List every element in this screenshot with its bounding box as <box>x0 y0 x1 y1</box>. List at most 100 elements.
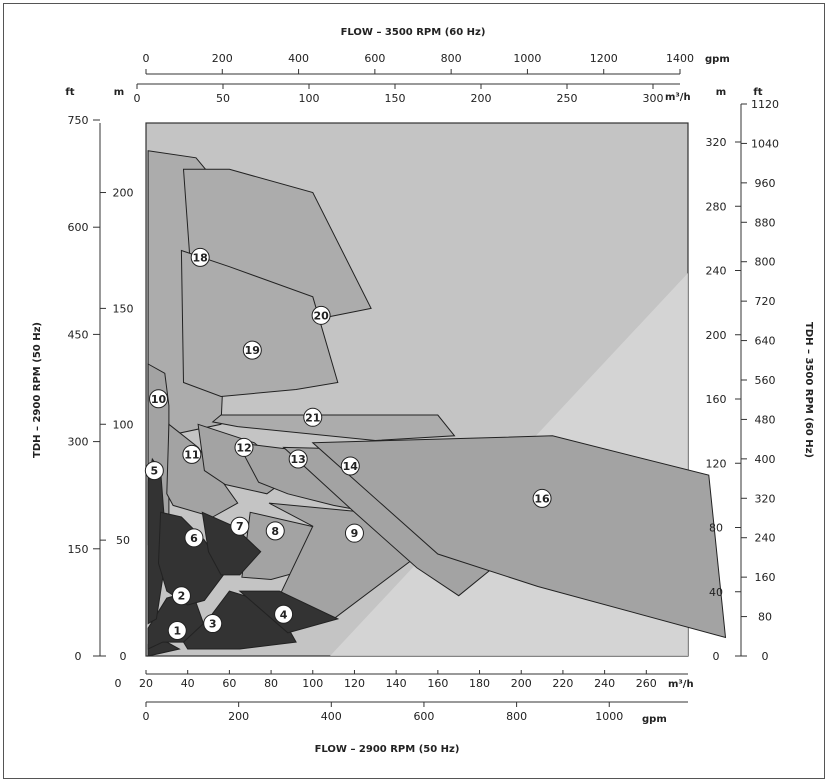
right-m-tick-label: 120 <box>706 457 727 470</box>
region-label-7: 7 <box>236 520 244 533</box>
bottom-m3h-tick-label: 160 <box>427 677 448 690</box>
right-ft-tick-label: 480 <box>755 413 776 426</box>
region-label-12: 12 <box>236 441 251 454</box>
region-marker-4 <box>274 604 294 624</box>
right-ft-tick-label: 960 <box>755 177 776 190</box>
bottom-gpm-tick-label: 1000 <box>595 710 623 723</box>
bottom-gpm-tick-label: 0 <box>143 710 150 723</box>
bottom-m3h-tick-label: 40 <box>181 677 195 690</box>
region-marker-7 <box>230 516 250 536</box>
region-marker-13 <box>288 449 308 469</box>
right-ft-tick-label: 0 <box>762 650 769 663</box>
left-axis-title: TDH – 2900 RPM (50 Hz) <box>32 322 43 458</box>
region-label-16: 16 <box>534 492 550 505</box>
top-m3h-tick-label: 150 <box>385 92 406 105</box>
left-m-unit: m <box>114 87 124 98</box>
right-m-tick-label: 80 <box>709 522 723 535</box>
region-label-3: 3 <box>209 618 217 631</box>
top-gpm-tick-label: 400 <box>288 52 309 65</box>
bottom-m3h-tick-label: 140 <box>386 677 407 690</box>
region-label-2: 2 <box>178 590 186 603</box>
bottom-m3h-tick-label: 120 <box>344 677 365 690</box>
region-marker-18 <box>190 247 210 267</box>
right-ft-tick-label: 560 <box>755 374 776 387</box>
right-ft-tick-label: 800 <box>755 256 776 269</box>
region-marker-9 <box>344 523 364 543</box>
left-ft-tick-label: 750 <box>68 114 89 127</box>
region-marker-1 <box>167 621 187 641</box>
region-marker-20 <box>311 305 331 325</box>
bottom-gpm-tick-label: 200 <box>228 710 249 723</box>
bottom-gpm-tick-label: 800 <box>506 710 527 723</box>
bottom-m3h-tick-label: 20 <box>139 677 153 690</box>
region-label-4: 4 <box>280 608 288 621</box>
top-m3h-unit: m³/h <box>665 92 691 103</box>
top-gpm-tick-label: 1200 <box>590 52 618 65</box>
bottom-axis-title: FLOW – 2900 RPM (50 Hz) <box>315 744 460 755</box>
bottom-m3h-tick-label: 100 <box>302 677 323 690</box>
region-label-18: 18 <box>193 251 208 264</box>
top-gpm-tick-label: 200 <box>212 52 233 65</box>
region-19 <box>180 249 339 398</box>
right-ft-tick-label: 640 <box>755 335 776 348</box>
top-gpm-unit: gpm <box>705 54 730 65</box>
top-gpm-tick-label: 1000 <box>513 52 541 65</box>
top-gpm-tick-label: 600 <box>364 52 385 65</box>
bottom-m3h-tick-label: 220 <box>552 677 573 690</box>
top-gpm-tick-label: 800 <box>441 52 462 65</box>
region-marker-8 <box>265 521 285 541</box>
bottom-gpm-tick-label: 600 <box>413 710 434 723</box>
region-label-6: 6 <box>190 532 198 545</box>
right-m-tick-label: 240 <box>706 265 727 278</box>
region-label-8: 8 <box>271 525 279 538</box>
left-ft-tick-label: 150 <box>68 543 89 556</box>
top-m3h-tick-label: 200 <box>471 92 492 105</box>
left-m-tick-label: 0 <box>120 650 127 663</box>
region-label-14: 14 <box>343 460 359 473</box>
right-ft-tick-label: 400 <box>755 453 776 466</box>
bottom-m3h-tick-label: 200 <box>511 677 532 690</box>
bottom-m3h-tick-label: 260 <box>636 677 657 690</box>
bottom-m3h-unit: m³/h <box>668 679 694 690</box>
right-m-unit: m <box>716 87 726 98</box>
right-ft-tick-label: 160 <box>755 571 776 584</box>
left-m-tick-label: 100 <box>113 418 134 431</box>
right-m-tick-label: 160 <box>706 393 727 406</box>
right-m-tick-label: 0 <box>713 650 720 663</box>
region-15 <box>311 435 727 639</box>
region-marker-2 <box>171 586 191 606</box>
top-axis-title: FLOW – 3500 RPM (60 Hz) <box>341 27 486 38</box>
bottom-m3h-tick-label: 240 <box>594 677 615 690</box>
top-m3h-tick-label: 0 <box>134 92 141 105</box>
region-marker-5 <box>144 461 164 481</box>
right-m-tick-label: 200 <box>706 329 727 342</box>
left-ft-unit: ft <box>65 87 74 98</box>
region-marker-16 <box>532 488 552 508</box>
region-marker-19 <box>242 340 262 360</box>
region-marker-21 <box>303 407 323 427</box>
bottom-m3h-tick-label: 180 <box>469 677 490 690</box>
region-marker-11 <box>182 444 202 464</box>
right-m-tick-label: 40 <box>709 586 723 599</box>
region-marker-14 <box>340 456 360 476</box>
bottom-gpm-tick-label: 400 <box>321 710 342 723</box>
region-label-1: 1 <box>173 625 181 638</box>
top-m3h-tick-label: 250 <box>557 92 578 105</box>
right-ft-tick-label: 880 <box>755 216 776 229</box>
right-ft-tick-label: 240 <box>755 532 776 545</box>
top-m3h-tick-label: 100 <box>299 92 320 105</box>
region-marker-3 <box>203 614 223 634</box>
top-gpm-tick-label: 1400 <box>666 52 694 65</box>
top-m3h-tick-label: 300 <box>643 92 664 105</box>
region-label-5: 5 <box>151 465 159 478</box>
region-label-21: 21 <box>305 411 320 424</box>
region-marker-10 <box>149 389 169 409</box>
region-label-19: 19 <box>245 344 260 357</box>
right-ft-tick-label: 1120 <box>751 98 779 111</box>
top-m3h-tick-label: 50 <box>216 92 230 105</box>
region-6 <box>157 511 226 606</box>
top-gpm-tick-label: 0 <box>143 52 150 65</box>
region-label-9: 9 <box>351 527 359 540</box>
region-label-20: 20 <box>313 309 329 322</box>
